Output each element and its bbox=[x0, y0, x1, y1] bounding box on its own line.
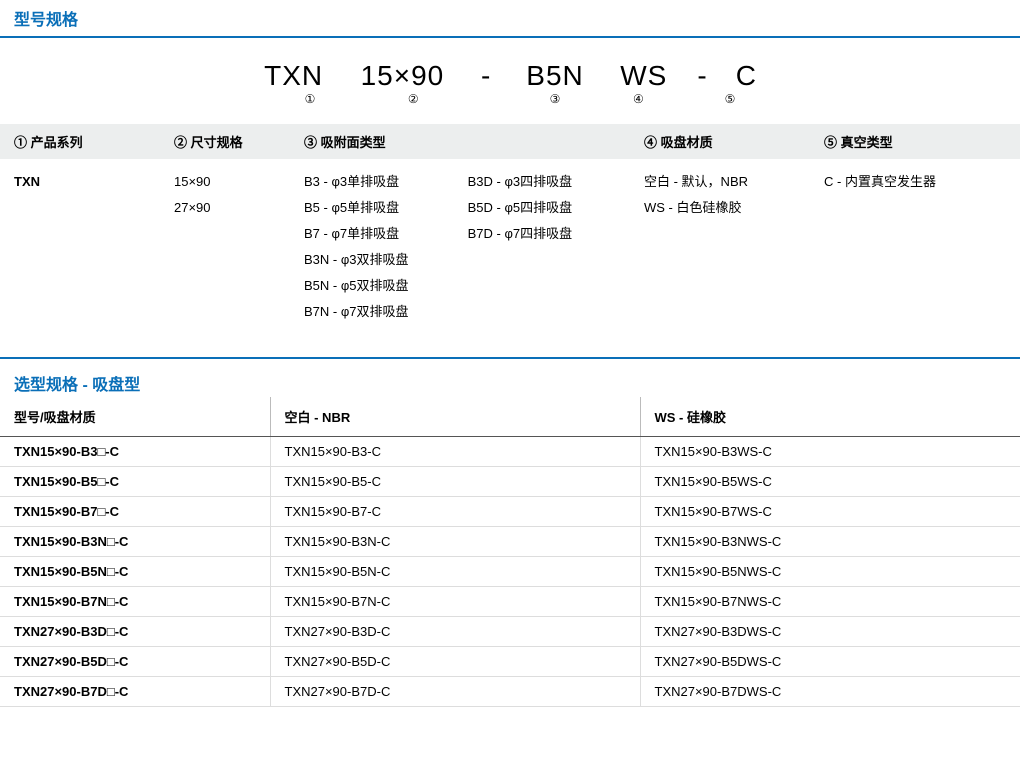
marker-3: ③ bbox=[510, 92, 600, 106]
table-row: TXN15×90-B7□-CTXN15×90-B7-CTXN15×90-B7WS… bbox=[0, 497, 1020, 527]
section2-heading: 选型规格 - 吸盘型 bbox=[0, 359, 1020, 397]
model-p1: TXN bbox=[254, 60, 334, 92]
spec-c3a-v1: B3 - φ3单排吸盘 bbox=[304, 169, 464, 195]
spec-c3b-v2: B5D - φ5四排吸盘 bbox=[468, 195, 628, 221]
model-p4: WS bbox=[609, 60, 679, 92]
model-dash1: - bbox=[471, 60, 501, 92]
marker-2: ② bbox=[353, 92, 473, 106]
table-row: TXN15×90-B3N□-CTXN15×90-B3N-CTXN15×90-B3… bbox=[0, 527, 1020, 557]
model-dash2: - bbox=[688, 60, 718, 92]
sel-cell: TXN15×90-B7-C bbox=[270, 497, 640, 527]
sel-cell: TXN27×90-B3D-C bbox=[270, 617, 640, 647]
spec-h5: ⑤ 真空类型 bbox=[824, 132, 1004, 151]
spec-h3: ③ 吸附面类型 bbox=[304, 132, 644, 151]
sel-cell: TXN27×90-B7D-C bbox=[270, 677, 640, 707]
model-p2: 15×90 bbox=[342, 60, 462, 92]
model-p5: C bbox=[726, 60, 766, 92]
sel-h3: WS - 硅橡胶 bbox=[640, 397, 1020, 437]
sel-cell: TXN27×90-B5D-C bbox=[270, 647, 640, 677]
sel-cell: TXN15×90-B5N□-C bbox=[0, 557, 270, 587]
table-row: TXN15×90-B5N□-CTXN15×90-B5N-CTXN15×90-B5… bbox=[0, 557, 1020, 587]
spec-c3a-v6: B7N - φ7双排吸盘 bbox=[304, 299, 464, 325]
sel-header-row: 型号/吸盘材质 空白 - NBR WS - 硅橡胶 bbox=[0, 397, 1020, 437]
spec-c3b-v3: B7D - φ7四排吸盘 bbox=[468, 221, 628, 247]
model-p3: B5N bbox=[510, 60, 600, 92]
sel-cell: TXN27×90-B7DWS-C bbox=[640, 677, 1020, 707]
sel-cell: TXN27×90-B5DWS-C bbox=[640, 647, 1020, 677]
spec-c3a-v5: B5N - φ5双排吸盘 bbox=[304, 273, 464, 299]
sel-cell: TXN27×90-B7D□-C bbox=[0, 677, 270, 707]
sel-cell: TXN15×90-B7N□-C bbox=[0, 587, 270, 617]
spec-c4-v2: WS - 白色硅橡胶 bbox=[644, 195, 824, 221]
spec-header-row: ① 产品系列 ② 尺寸规格 ③ 吸附面类型 ④ 吸盘材质 ⑤ 真空类型 bbox=[0, 124, 1020, 159]
sel-cell: TXN27×90-B3DWS-C bbox=[640, 617, 1020, 647]
table-row: TXN27×90-B7D□-CTXN27×90-B7D-CTXN27×90-B7… bbox=[0, 677, 1020, 707]
sel-cell: TXN15×90-B3-C bbox=[270, 437, 640, 467]
sel-cell: TXN15×90-B5□-C bbox=[0, 467, 270, 497]
spec-c3a-v3: B7 - φ7单排吸盘 bbox=[304, 221, 464, 247]
sel-cell: TXN27×90-B5D□-C bbox=[0, 647, 270, 677]
section1-heading: 型号规格 bbox=[0, 0, 1020, 38]
sel-cell: TXN15×90-B7WS-C bbox=[640, 497, 1020, 527]
spec-h4: ④ 吸盘材质 bbox=[644, 132, 824, 151]
sel-cell: TXN15×90-B5WS-C bbox=[640, 467, 1020, 497]
table-row: TXN27×90-B5D□-CTXN27×90-B5D-CTXN27×90-B5… bbox=[0, 647, 1020, 677]
spec-c4-v1: 空白 - 默认，NBR bbox=[644, 169, 824, 195]
sel-cell: TXN15×90-B5-C bbox=[270, 467, 640, 497]
sel-h2: 空白 - NBR bbox=[270, 397, 640, 437]
spec-c2-v1: 15×90 bbox=[174, 169, 304, 195]
table-row: TXN15×90-B5□-CTXN15×90-B5-CTXN15×90-B5WS… bbox=[0, 467, 1020, 497]
sel-cell: TXN27×90-B3D□-C bbox=[0, 617, 270, 647]
sel-cell: TXN15×90-B7N-C bbox=[270, 587, 640, 617]
marker-4: ④ bbox=[603, 92, 673, 106]
spec-c3a-v4: B3N - φ3双排吸盘 bbox=[304, 247, 464, 273]
sel-cell: TXN15×90-B7NWS-C bbox=[640, 587, 1020, 617]
sel-cell: TXN15×90-B3□-C bbox=[0, 437, 270, 467]
spec-c3a-v2: B5 - φ5单排吸盘 bbox=[304, 195, 464, 221]
sel-cell: TXN15×90-B3N□-C bbox=[0, 527, 270, 557]
sel-h1: 型号/吸盘材质 bbox=[0, 397, 270, 437]
table-row: TXN15×90-B7N□-CTXN15×90-B7N-CTXN15×90-B7… bbox=[0, 587, 1020, 617]
sel-cell: TXN15×90-B7□-C bbox=[0, 497, 270, 527]
table-row: TXN15×90-B3□-CTXN15×90-B3-CTXN15×90-B3WS… bbox=[0, 437, 1020, 467]
sel-cell: TXN15×90-B5N-C bbox=[270, 557, 640, 587]
model-code: TXN 15×90 - B5N WS - C bbox=[0, 38, 1020, 92]
spec-c1-v1: TXN bbox=[14, 169, 174, 195]
spec-h1: ① 产品系列 bbox=[14, 132, 174, 151]
marker-1: ① bbox=[270, 92, 350, 106]
model-markers: ① ② ③ ④ ⑤ bbox=[0, 92, 1020, 124]
spec-c2-v2: 27×90 bbox=[174, 195, 304, 221]
spec-body: TXN 15×90 27×90 B3 - φ3单排吸盘 B5 - φ5单排吸盘 … bbox=[0, 159, 1020, 347]
marker-5: ⑤ bbox=[710, 92, 750, 106]
spec-c5-v1: C - 内置真空发生器 bbox=[824, 169, 1004, 195]
sel-cell: TXN15×90-B3WS-C bbox=[640, 437, 1020, 467]
table-row: TXN27×90-B3D□-CTXN27×90-B3D-CTXN27×90-B3… bbox=[0, 617, 1020, 647]
spec-h2: ② 尺寸规格 bbox=[174, 132, 304, 151]
sel-cell: TXN15×90-B5NWS-C bbox=[640, 557, 1020, 587]
sel-cell: TXN15×90-B3NWS-C bbox=[640, 527, 1020, 557]
selection-table: 型号/吸盘材质 空白 - NBR WS - 硅橡胶 TXN15×90-B3□-C… bbox=[0, 397, 1020, 707]
sel-cell: TXN15×90-B3N-C bbox=[270, 527, 640, 557]
page: 型号规格 TXN 15×90 - B5N WS - C ① ② ③ ④ ⑤ ① … bbox=[0, 0, 1020, 707]
spec-c3b-v1: B3D - φ3四排吸盘 bbox=[468, 169, 628, 195]
